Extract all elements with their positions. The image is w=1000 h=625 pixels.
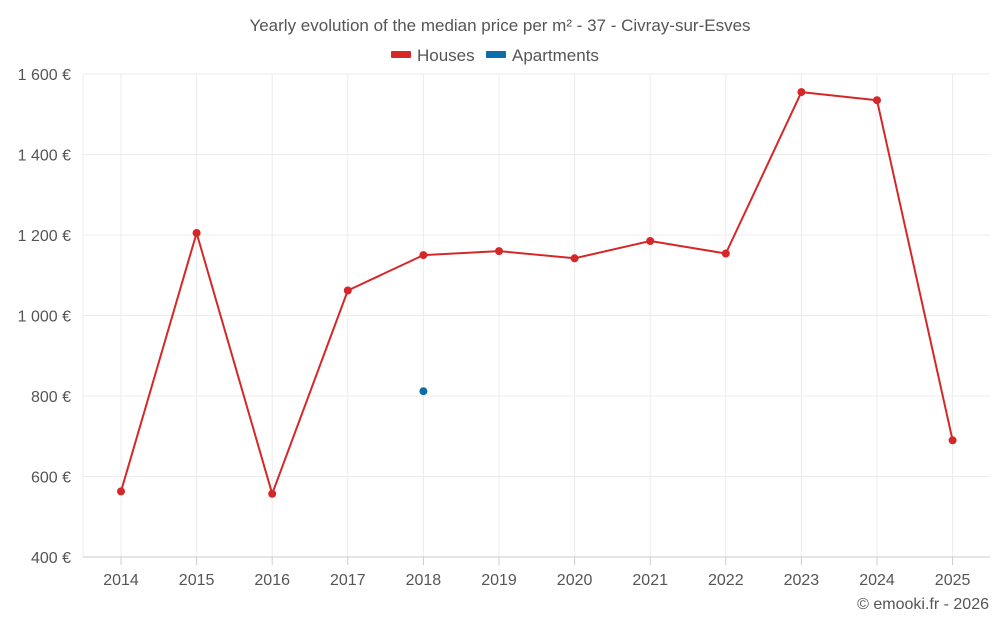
- y-tick-label: 1 200 €: [18, 228, 71, 245]
- legend-swatch-houses: [391, 51, 411, 58]
- y-gridlines: [83, 73, 990, 477]
- legend: Houses Apartments: [391, 46, 599, 65]
- x-tick-label: 2019: [481, 572, 517, 589]
- x-tick-label: 2020: [557, 572, 593, 589]
- legend-swatch-apartments: [486, 51, 506, 58]
- y-tick-label: 1 400 €: [18, 148, 71, 165]
- y-tick-label: 800 €: [31, 389, 71, 406]
- x-tick-label: 2014: [103, 572, 139, 589]
- y-tick-label: 400 €: [31, 550, 71, 567]
- legend-item-houses[interactable]: Houses: [391, 46, 475, 65]
- x-tick-label: 2022: [708, 572, 744, 589]
- data-point-houses[interactable]: [873, 96, 881, 105]
- x-axis-ticks: 2014 2015 2016 2017 2018 2019 2020 2021 2022 2023…: [103, 557, 970, 589]
- series-points: [117, 88, 957, 498]
- chart-title: Yearly evolution of the median price per…: [249, 16, 750, 35]
- data-point-houses[interactable]: [721, 249, 730, 258]
- x-tick-label: 2017: [330, 572, 366, 589]
- x-tick-label: 2016: [254, 572, 290, 589]
- x-tick-label: 2023: [784, 572, 820, 589]
- x-gridlines: [82, 74, 954, 557]
- y-tick-label: 1 600 €: [18, 67, 71, 84]
- x-tick-label: 2018: [406, 572, 442, 589]
- x-tick-label: 2015: [179, 572, 215, 589]
- y-axis-ticks: 400 € 600 € 800 € 1 000 € 1 200 € 1 400 € 1 60…: [18, 67, 71, 567]
- data-point-houses[interactable]: [646, 237, 655, 245]
- data-point-apartments[interactable]: [419, 387, 428, 396]
- legend-label-apartments: Apartments: [512, 46, 599, 65]
- data-point-houses[interactable]: [570, 254, 579, 263]
- y-tick-label: 1 000 €: [18, 309, 71, 326]
- series-lines: [120, 91, 954, 495]
- legend-item-apartments[interactable]: Apartments: [486, 46, 599, 65]
- y-tick-label: 600 €: [31, 470, 71, 487]
- data-point-houses[interactable]: [948, 436, 957, 445]
- series-line-houses: [120, 91, 954, 495]
- data-point-houses[interactable]: [495, 247, 503, 256]
- data-point-houses[interactable]: [268, 489, 277, 498]
- data-point-houses[interactable]: [192, 229, 201, 237]
- data-point-houses[interactable]: [797, 88, 806, 97]
- data-point-houses[interactable]: [117, 487, 125, 496]
- x-tick-label: 2024: [859, 572, 895, 589]
- credit-text: © emooki.fr - 2026: [857, 596, 989, 613]
- x-tick-label: 2025: [935, 572, 971, 589]
- legend-label-houses: Houses: [417, 46, 475, 65]
- data-point-houses[interactable]: [419, 251, 428, 260]
- x-tick-label: 2021: [632, 572, 668, 589]
- data-point-houses[interactable]: [343, 286, 352, 295]
